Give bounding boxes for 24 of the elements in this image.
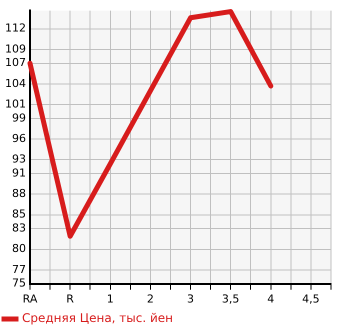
y-tick-label: 99 bbox=[12, 111, 26, 124]
x-tick-label: R bbox=[66, 292, 74, 306]
x-tick-label: 3,5 bbox=[222, 292, 240, 306]
x-tick-label: 1 bbox=[106, 292, 114, 306]
y-tick-label: 104 bbox=[5, 76, 26, 90]
y-tick-label: 96 bbox=[12, 132, 26, 145]
y-tick-label: 80 bbox=[12, 242, 26, 256]
y-tick-label: 75 bbox=[12, 276, 26, 290]
y-tick-label: 91 bbox=[12, 166, 26, 180]
y-tick-label: 83 bbox=[12, 222, 26, 235]
y-tick-label: 101 bbox=[5, 97, 26, 110]
y-tick-label: 77 bbox=[12, 262, 26, 276]
x-tick-label: 4,5 bbox=[302, 292, 320, 306]
y-tick-label: 88 bbox=[12, 187, 26, 200]
y-tick-label: 85 bbox=[12, 208, 26, 221]
y-tick-label: 109 bbox=[5, 42, 26, 56]
x-tick-label: 4 bbox=[267, 292, 274, 306]
y-tick-label: 107 bbox=[5, 56, 26, 70]
y-tick-label: 93 bbox=[12, 152, 26, 166]
legend-label: Средняя Цена, тыс. йен bbox=[22, 311, 174, 326]
x-tick-label: 3 bbox=[187, 292, 194, 306]
x-tick-label: 2 bbox=[146, 292, 154, 306]
y-tick-label: 112 bbox=[5, 22, 26, 35]
x-tick-label: RA bbox=[22, 292, 38, 306]
